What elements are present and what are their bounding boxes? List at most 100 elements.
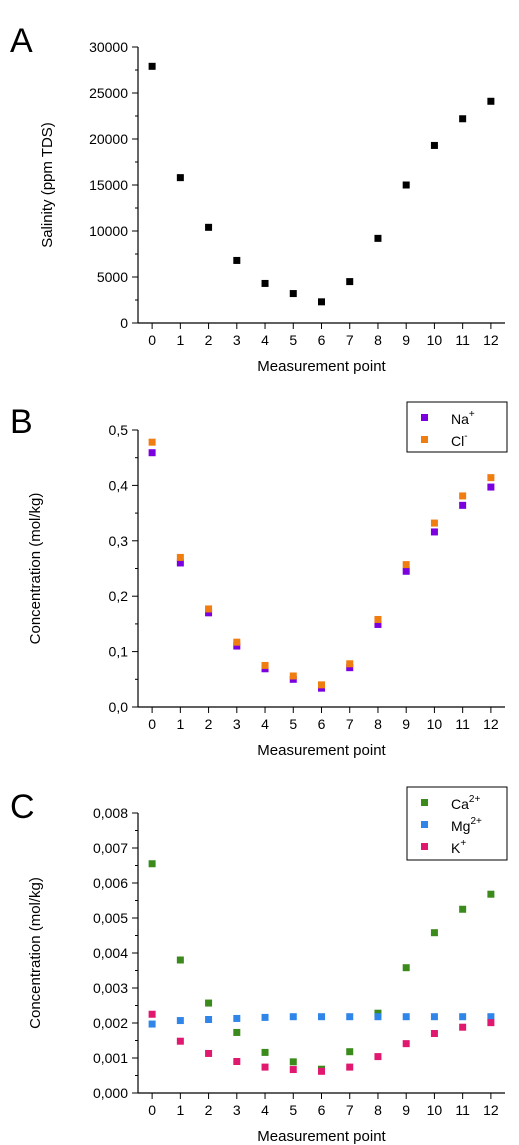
legend-swatch: [421, 436, 428, 443]
y-tick-label: 0,001: [93, 1050, 128, 1066]
x-tick-label: 2: [205, 716, 213, 732]
data-point: [205, 223, 213, 231]
y-tick-label: 0,007: [93, 840, 128, 856]
x-tick-label: 0: [148, 1102, 156, 1118]
data-point: [402, 964, 410, 972]
x-tick-label: 2: [205, 332, 213, 348]
data-point: [233, 1014, 241, 1022]
data-point: [430, 1013, 438, 1021]
data-point: [176, 559, 184, 567]
data-point: [346, 1063, 354, 1071]
x-tick-label: 7: [346, 332, 354, 348]
x-tick-label: 10: [427, 332, 443, 348]
data-point: [233, 638, 241, 646]
x-tick-label: 0: [148, 716, 156, 732]
y-tick-label: 0,000: [93, 1085, 128, 1101]
data-point: [318, 298, 325, 306]
y-axis-label: Concentration (mol/kg): [27, 877, 44, 1029]
legend: Na+Cl-: [406, 401, 508, 453]
data-point: [459, 905, 467, 913]
y-tick-label: 10000: [89, 223, 128, 239]
data-point: [148, 62, 156, 70]
data-point: [148, 1020, 156, 1028]
series-mg: [148, 1013, 495, 1028]
data-point: [233, 642, 241, 650]
data-point: [430, 519, 438, 527]
y-axis-label: Salinity (ppm TDS): [39, 122, 56, 248]
legend: Ca2+Mg2+K+: [406, 786, 508, 861]
data-point: [430, 1030, 438, 1037]
data-point: [459, 492, 467, 500]
data-point: [318, 681, 325, 689]
data-point: [402, 561, 410, 569]
x-tick-label: 10: [427, 716, 443, 732]
y-tick-label: 15000: [89, 177, 128, 193]
data-point: [402, 1040, 410, 1048]
data-point: [346, 1013, 354, 1021]
data-point: [233, 1028, 241, 1036]
y-tick-label: 0,4: [109, 477, 129, 493]
data-point: [430, 141, 438, 149]
data-point: [487, 474, 495, 482]
data-point: [289, 1013, 297, 1021]
x-tick-label: 6: [318, 716, 326, 732]
data-point: [459, 501, 467, 509]
data-point: [261, 1063, 269, 1071]
data-point: [261, 661, 269, 669]
data-point: [374, 1053, 382, 1061]
data-point: [176, 1037, 184, 1045]
panel-label: B: [10, 403, 33, 441]
y-tick-label: 0,005: [93, 910, 128, 926]
x-tick-label: 11: [455, 332, 470, 348]
data-point: [402, 567, 410, 575]
data-point: [289, 672, 297, 680]
data-point: [148, 438, 156, 446]
x-tick-label: 6: [318, 1102, 326, 1118]
data-point: [233, 1058, 241, 1065]
y-tick-label: 5000: [97, 269, 128, 285]
data-point: [261, 1048, 269, 1056]
data-point: [374, 234, 382, 242]
x-tick-label: 4: [261, 332, 269, 348]
legend-ion-charge: +: [469, 409, 475, 420]
y-tick-label: 30000: [89, 39, 128, 55]
x-tick-label: 3: [233, 716, 241, 732]
legend-swatch: [421, 799, 428, 806]
data-point: [176, 553, 184, 561]
x-tick-label: 9: [402, 1102, 410, 1118]
data-point: [487, 1019, 495, 1027]
y-tick-label: 0,3: [109, 533, 129, 549]
data-point: [176, 956, 184, 964]
y-tick-label: 0,006: [93, 875, 128, 891]
data-point: [261, 1013, 269, 1021]
data-point: [261, 279, 269, 287]
legend-ion-charge: 2+: [469, 794, 481, 805]
data-point: [459, 115, 467, 123]
data-point: [148, 449, 156, 457]
legend-swatch: [421, 821, 428, 828]
data-point: [487, 97, 495, 105]
x-tick-label: 7: [346, 1102, 354, 1118]
data-point: [176, 1017, 184, 1025]
series-na: [148, 449, 495, 692]
panel-label: C: [10, 788, 35, 826]
data-point: [487, 483, 495, 491]
data-point: [374, 615, 382, 623]
chart-panel-b: B0,00,10,20,30,40,50 1 2 3 4 5 6 7 8 9 10 11 12Measu…: [10, 401, 508, 759]
x-tick-label: 1: [176, 1102, 184, 1118]
data-point: [318, 1067, 325, 1075]
legend-ion-name: Ca: [451, 796, 469, 812]
x-axis-label: Measurement point: [257, 1128, 386, 1145]
x-tick-label: 9: [402, 716, 410, 732]
x-tick-label: 12: [483, 716, 499, 732]
legend-label: Cl-: [451, 431, 468, 449]
data-point: [205, 609, 213, 617]
data-point: [148, 1010, 156, 1018]
data-point: [402, 1013, 410, 1021]
x-axis-label: Measurement point: [257, 358, 386, 375]
data-point: [430, 528, 438, 536]
x-tick-label: 4: [261, 716, 269, 732]
x-axis-label: Measurement point: [257, 742, 386, 759]
y-tick-label: 0,5: [109, 422, 129, 438]
